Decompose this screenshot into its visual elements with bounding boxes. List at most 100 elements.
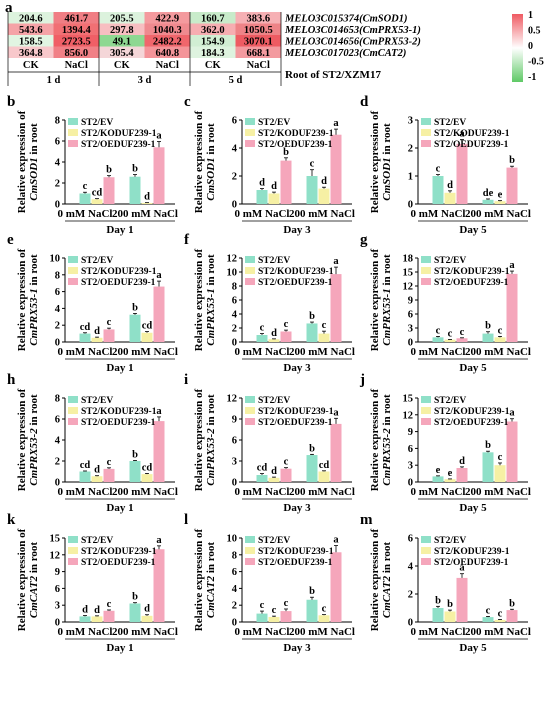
y-tick-label: 6	[408, 310, 413, 321]
x-group-label: 200 mM NaCl	[112, 208, 178, 220]
significance-letter: c	[436, 325, 441, 336]
x-axis-title: Day 3	[283, 362, 311, 374]
chart-panel-m: m 0 2 4 6 Relative expression of CmCAT2 in roo…	[360, 512, 531, 654]
heatmap-gene-label: MELO3C015374(CmSOD1)	[284, 14, 408, 25]
significance-letter: cd	[142, 321, 153, 332]
panel-label-a: a	[5, 0, 13, 16]
y-tick-label: 2	[232, 172, 237, 183]
color-scale-tick: 1	[528, 10, 533, 21]
legend-label: ST2/KODUF239-1	[81, 267, 157, 277]
bar	[456, 468, 468, 482]
y-axis-title: Relative expression of	[369, 388, 381, 491]
significance-letter: c	[107, 599, 112, 610]
x-group-label: 200 mM NaCl	[465, 486, 531, 498]
significance-letter: c	[284, 319, 289, 330]
bar	[153, 286, 165, 342]
heatmap-day-label: 3 d	[138, 75, 152, 86]
y-tick-label: 3	[55, 601, 60, 612]
legend-label: ST2/KODUF239-1	[258, 267, 334, 277]
y-axis-suffix: in root	[381, 394, 393, 428]
significance-letter: d	[447, 180, 453, 191]
chart-panel-d: d 0 1 2 3 Relative expression of CmSOD1 in roo…	[360, 94, 531, 236]
bar	[444, 611, 456, 622]
y-tick-label: 12	[227, 394, 238, 405]
bar	[494, 465, 506, 482]
legend-label: ST2/OEDUF239-1	[81, 418, 156, 428]
bar	[153, 147, 165, 204]
bar	[444, 479, 456, 482]
significance-letter: b	[509, 155, 515, 166]
x-group-label: 200 mM NaCl	[112, 626, 178, 638]
y-tick-label: 0	[55, 338, 60, 349]
x-axis-title: Day 1	[106, 362, 133, 374]
significance-letter: c	[498, 452, 503, 463]
heatmap-cell	[235, 12, 281, 24]
bar	[280, 160, 292, 204]
y-axis-title: Relative expression of	[369, 528, 381, 631]
heatmap-cell	[8, 35, 54, 47]
x-group-label: 0 mM NaCl	[58, 626, 113, 638]
bar	[280, 611, 292, 622]
legend-swatch	[68, 267, 78, 274]
x-group-label: 200 mM NaCl	[465, 626, 531, 638]
x-axis-title: Day 1	[106, 642, 133, 654]
y-tick-label: 3	[408, 461, 413, 472]
significance-letter: b	[283, 147, 289, 158]
significance-letter: d	[94, 465, 100, 476]
x-axis-title: Day 5	[459, 224, 487, 236]
bar	[494, 337, 506, 342]
legend-label: ST2/EV	[81, 118, 113, 128]
bar	[91, 337, 103, 342]
y-tick-label: 4	[232, 144, 238, 155]
y-tick-label: 2	[55, 179, 60, 190]
chart-panel-g: g 0 3 6 9 12 15 18 Relative expression of CmPRX53…	[360, 232, 531, 374]
significance-letter: d	[459, 456, 465, 467]
bar	[306, 323, 318, 342]
significance-letter: d	[94, 605, 100, 616]
legend-label: ST2/EV	[258, 396, 290, 406]
heatmap-value: 422.9	[155, 13, 179, 24]
heatmap-cell	[8, 12, 54, 24]
y-tick-label: 2	[232, 324, 237, 335]
heatmap-treatment-label: NaCl	[65, 60, 88, 71]
heatmap-cell	[99, 23, 145, 35]
legend-swatch	[245, 536, 255, 543]
legend-label: ST2/OEDUF239-1	[81, 558, 156, 568]
heatmap-cell	[235, 35, 281, 47]
legend-swatch	[68, 418, 78, 425]
significance-letter: c	[322, 320, 327, 331]
y-axis-suffix: in root	[381, 254, 393, 288]
y-axis-title: CmPRX53-2 in root	[381, 394, 393, 486]
significance-letter: c	[486, 605, 491, 616]
legend-swatch	[68, 558, 78, 565]
legend-label: ST2/KODUF239-1	[434, 267, 510, 277]
panel-label: b	[7, 94, 15, 110]
legend-swatch	[68, 278, 78, 285]
heatmap-value: 2482.2	[153, 36, 182, 47]
y-tick-label: 18	[403, 254, 414, 265]
heatmap-cell	[99, 46, 145, 58]
legend-swatch	[421, 558, 431, 565]
y-axis-suffix: in root	[205, 123, 217, 157]
y-axis-gene: CmCAT2	[28, 575, 40, 618]
y-tick-label: 0	[232, 338, 237, 349]
legend-swatch	[245, 418, 255, 425]
y-axis-gene: CmCAT2	[381, 575, 393, 618]
y-tick-label: 0	[408, 618, 413, 629]
chart-panel-b: b 0 2 4 6 8 Relative expression of CmSOD1 in ro…	[7, 94, 178, 236]
y-axis-title: Relative expression of	[193, 248, 205, 351]
y-axis-suffix: in root	[28, 542, 40, 576]
x-group-label: 200 mM NaCl	[112, 486, 178, 498]
heatmap-cell	[190, 12, 236, 24]
y-tick-label: 12	[227, 254, 238, 265]
significance-letter: b	[309, 443, 315, 454]
bar	[141, 332, 153, 342]
chart-panel-c: c 0 2 4 6 Relative expression of CmSOD1 in roo…	[184, 94, 355, 236]
significance-letter: c	[260, 323, 265, 334]
significance-letter: cd	[319, 460, 330, 471]
heatmap-value: 49.1	[113, 36, 131, 47]
heatmap-cell	[53, 46, 99, 58]
bar	[141, 615, 153, 622]
heatmap-value: 1394.4	[62, 25, 92, 36]
